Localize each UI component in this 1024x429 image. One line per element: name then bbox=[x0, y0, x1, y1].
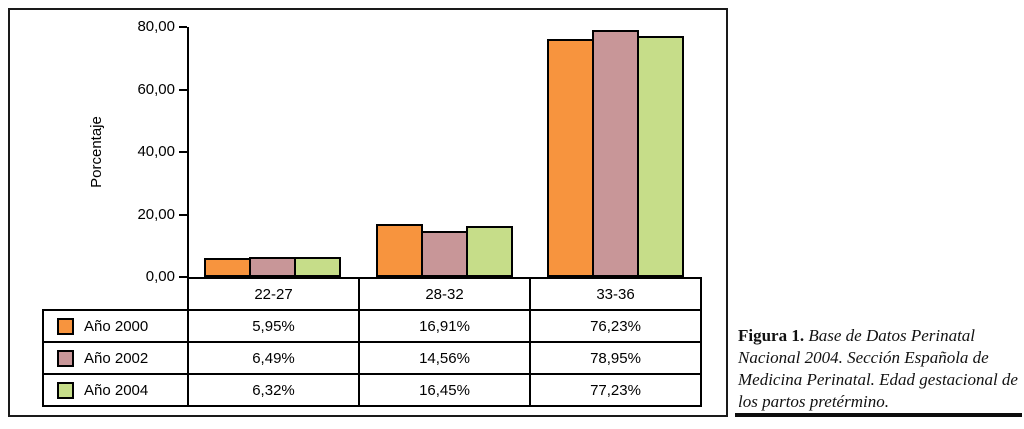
value-cell: 5,95% bbox=[187, 309, 360, 343]
value-cell: 6,49% bbox=[187, 341, 360, 375]
y-tick-label: 40,00 bbox=[137, 143, 175, 160]
value-cell: 16,45% bbox=[358, 373, 531, 407]
value-cell: 14,56% bbox=[358, 341, 531, 375]
caption-rule bbox=[735, 413, 1022, 417]
legend-cell: Año 2004 bbox=[42, 373, 189, 407]
bar-33-36-año-2002 bbox=[592, 30, 639, 277]
caption-text: Base de Datos Perinatal Nacional 2004. S… bbox=[738, 326, 1018, 411]
bar-22-27-año-2000 bbox=[204, 258, 251, 277]
bar-22-27-año-2002 bbox=[249, 257, 296, 277]
bar-28-32-año-2002 bbox=[421, 231, 468, 277]
legend-swatch bbox=[57, 317, 74, 335]
y-tick-mark bbox=[179, 151, 187, 153]
y-tick-mark bbox=[179, 276, 187, 278]
category-header-row: 22-27 28-32 33-36 bbox=[187, 277, 702, 311]
value-cell: 76,23% bbox=[529, 309, 702, 343]
y-tick-label: 80,00 bbox=[137, 18, 175, 35]
y-tick-label: 60,00 bbox=[137, 80, 175, 98]
y-tick-label: 0,00 bbox=[145, 268, 175, 285]
value-cell: 16,91% bbox=[358, 309, 531, 343]
legend-label: Año 2002 bbox=[84, 349, 149, 367]
data-table: Año 2000 5,95% 16,91% 76,23% Año 2002 6,49% 14… bbox=[42, 309, 702, 407]
legend-label: Año 2000 bbox=[84, 317, 149, 335]
bar-28-32-año-2000 bbox=[376, 224, 423, 277]
table-row: Año 2002 6,49% 14,56% 78,95% bbox=[42, 341, 702, 375]
chart-panel: Porcentaje 0,00 20,00 40,00 60,00 80,00 22-2… bbox=[8, 8, 728, 417]
bar-33-36-año-2004 bbox=[637, 36, 684, 277]
table-row: Año 2004 6,32% 16,45% 77,23% bbox=[42, 373, 702, 407]
y-tick-mark bbox=[179, 88, 187, 91]
y-tick-mark bbox=[179, 26, 187, 28]
y-tick-label: 20,00 bbox=[137, 205, 175, 223]
legend-cell: Año 2000 bbox=[42, 309, 189, 343]
value-cell: 77,23% bbox=[529, 373, 702, 407]
y-axis-line bbox=[187, 27, 189, 279]
legend-swatch bbox=[57, 349, 74, 367]
category-header-cell: 33-36 bbox=[529, 277, 702, 311]
category-header-cell: 28-32 bbox=[358, 277, 531, 311]
table-row: Año 2000 5,95% 16,91% 76,23% bbox=[42, 309, 702, 343]
bar-33-36-año-2000 bbox=[547, 39, 594, 277]
legend-cell: Año 2002 bbox=[42, 341, 189, 375]
category-header-cell: 22-27 bbox=[187, 277, 360, 311]
y-tick-mark bbox=[179, 213, 187, 216]
value-cell: 6,32% bbox=[187, 373, 360, 407]
legend-swatch bbox=[57, 381, 74, 399]
plot-area bbox=[187, 27, 702, 277]
value-cell: 78,95% bbox=[529, 341, 702, 375]
caption-label: Figura 1. bbox=[738, 326, 805, 345]
legend-label: Año 2004 bbox=[84, 381, 149, 399]
bar-22-27-año-2004 bbox=[294, 257, 341, 277]
figure-caption: Figura 1. Base de Datos Perinatal Nacion… bbox=[738, 325, 1020, 413]
bar-28-32-año-2004 bbox=[466, 226, 513, 277]
